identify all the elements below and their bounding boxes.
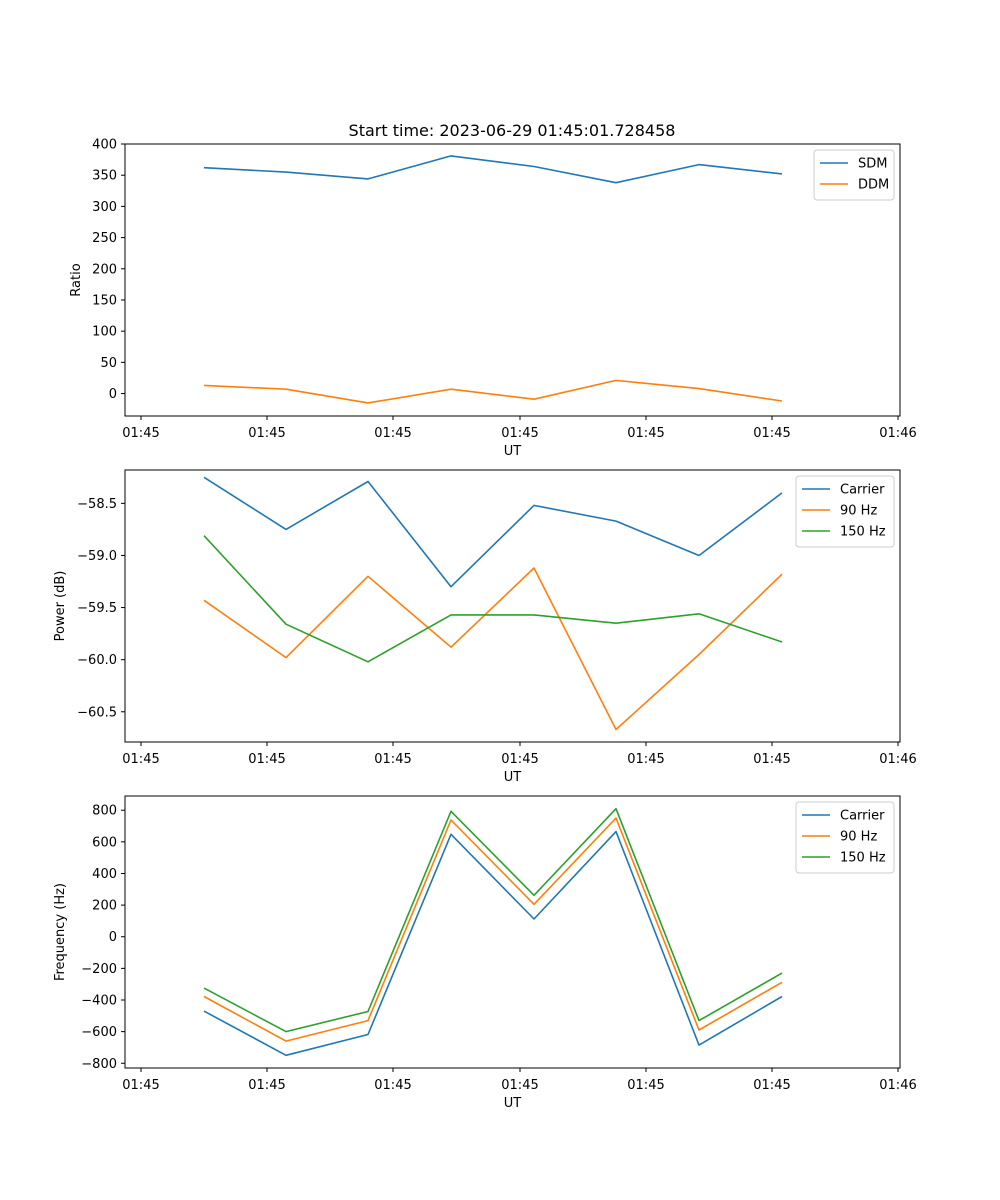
x-tick-label: 01:45 xyxy=(627,426,664,441)
legend: SDM DDM xyxy=(813,149,895,201)
y-tick-label: −600 xyxy=(81,1025,117,1040)
plot-frame xyxy=(124,143,901,417)
legend-label: 150 Hz xyxy=(840,851,886,866)
y-tick-label: 150 xyxy=(92,293,117,308)
series-line-carrier xyxy=(203,830,783,1057)
series-line-150-hz xyxy=(203,535,783,663)
legend-label: 150 Hz xyxy=(840,525,886,540)
y-tick-label: −58.5 xyxy=(77,497,117,512)
y-tick-label: 0 xyxy=(109,930,117,945)
x-tick-label: 01:45 xyxy=(122,426,159,441)
x-tick-label: 01:45 xyxy=(753,752,790,767)
y-tick-label: −59.5 xyxy=(77,601,117,616)
legend-box xyxy=(795,801,895,874)
legend-box xyxy=(795,475,895,548)
x-axis-label: UT xyxy=(504,770,522,785)
x-tick-label: 01:45 xyxy=(122,1078,159,1093)
y-tick-label: 200 xyxy=(92,262,117,277)
y-tick-label: −800 xyxy=(81,1057,117,1072)
y-tick-label: 800 xyxy=(92,804,117,819)
y-tick-label: −60.5 xyxy=(77,705,117,720)
series-line-90-hz xyxy=(203,567,783,731)
y-tick-label: −400 xyxy=(81,994,117,1009)
subplot-2: 01:45 01:45 01:45 01:45 01:45 01:45 01:46 −58.5… xyxy=(53,469,917,785)
y-axis-label: Power (dB) xyxy=(53,571,68,642)
y-tick-label: 300 xyxy=(92,200,117,215)
x-tick-label: 01:46 xyxy=(879,1078,916,1093)
series-line-90-hz xyxy=(203,817,783,1042)
plot-frame xyxy=(124,795,901,1069)
y-tick-label: 200 xyxy=(92,899,117,914)
y-tick-label: 400 xyxy=(92,138,117,153)
x-tick-label: 01:45 xyxy=(248,426,285,441)
y-tick-label: 250 xyxy=(92,231,117,246)
x-tick-label: 01:45 xyxy=(753,1078,790,1093)
x-axis-label: UT xyxy=(504,1096,522,1111)
x-tick-label: 01:45 xyxy=(248,1078,285,1093)
y-tick-label: 600 xyxy=(92,835,117,850)
figure-title: Start time: 2023-06-29 01:45:01.728458 xyxy=(349,121,676,140)
series-line-sdm xyxy=(203,155,783,184)
y-tick-label: 400 xyxy=(92,867,117,882)
legend-label: 90 Hz xyxy=(840,504,877,519)
y-tick-label: −60.0 xyxy=(77,653,117,668)
x-tick-label: 01:45 xyxy=(248,752,285,767)
x-tick-label: 01:45 xyxy=(627,1078,664,1093)
legend: Carrier 90 Hz 150 Hz xyxy=(795,801,895,874)
legend-label: 90 Hz xyxy=(840,830,877,845)
x-tick-label: 01:45 xyxy=(501,1078,538,1093)
series-line-ddm xyxy=(203,379,783,404)
legend-label: Carrier xyxy=(840,483,885,498)
y-tick-label: −59.0 xyxy=(77,549,117,564)
legend: Carrier 90 Hz 150 Hz xyxy=(795,475,895,548)
series-line-150-hz xyxy=(203,807,783,1033)
y-axis-label: Frequency (Hz) xyxy=(53,883,68,981)
plot-frame xyxy=(124,469,901,743)
x-axis-label: UT xyxy=(504,444,522,459)
x-tick-label: 01:46 xyxy=(879,426,916,441)
y-axis-label: Ratio xyxy=(69,263,84,296)
series-line-carrier xyxy=(203,476,783,588)
x-tick-label: 01:45 xyxy=(627,752,664,767)
legend-label: SDM xyxy=(858,157,887,172)
x-tick-label: 01:45 xyxy=(374,752,411,767)
x-tick-label: 01:45 xyxy=(374,1078,411,1093)
x-tick-label: 01:45 xyxy=(501,426,538,441)
y-tick-label: 50 xyxy=(100,356,117,371)
x-tick-label: 01:45 xyxy=(122,752,159,767)
y-tick-label: −200 xyxy=(81,962,117,977)
x-tick-label: 01:46 xyxy=(879,752,916,767)
x-tick-label: 01:45 xyxy=(753,426,790,441)
x-tick-label: 01:45 xyxy=(501,752,538,767)
y-tick-label: 350 xyxy=(92,169,117,184)
subplot-3: 01:45 01:45 01:45 01:45 01:45 01:45 01:46 −800 −… xyxy=(53,795,917,1111)
x-tick-label: 01:45 xyxy=(374,426,411,441)
y-tick-label: 100 xyxy=(92,325,117,340)
y-tick-label: 0 xyxy=(109,387,117,402)
subplot-1: 01:45 01:45 01:45 01:45 01:45 01:45 01:46 0 50 10… xyxy=(69,138,917,460)
legend-label: DDM xyxy=(858,178,889,193)
legend-label: Carrier xyxy=(840,809,885,824)
